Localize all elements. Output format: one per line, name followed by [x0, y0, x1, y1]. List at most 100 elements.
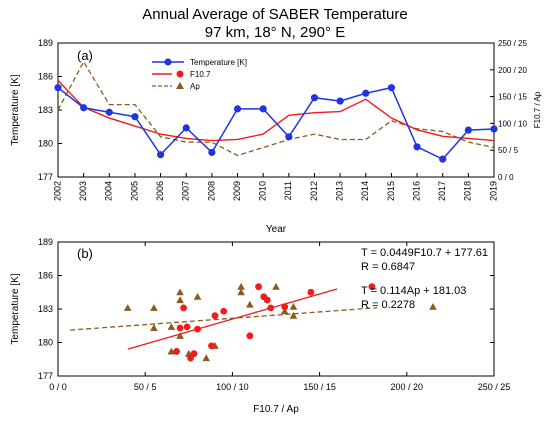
f107-scatter-point: [176, 324, 184, 332]
annotation-f107-r: R = 0.6847: [361, 261, 415, 273]
figure-title-line1: Annual Average of SABER Temperature: [142, 6, 407, 23]
panel-a-y2tick-label: 100 / 10: [498, 119, 527, 128]
panel-a-xtick-label: 2007: [181, 181, 191, 201]
panel-b-ytick-label: 180: [38, 338, 53, 348]
f107-scatter-point: [281, 303, 289, 311]
panel-b-frame: [57, 241, 495, 377]
f107-scatter-point: [220, 307, 228, 315]
series-temperature-line: [57, 86, 495, 161]
temperature-point: [80, 104, 88, 112]
legend-f107-marker: [176, 70, 184, 78]
ap-scatter-point: [167, 347, 176, 355]
temperature-point: [413, 143, 421, 151]
ap-scatter-point: [237, 288, 245, 296]
panel-a-xtick-label: 2004: [104, 181, 114, 201]
ap-scatter-point: [429, 302, 437, 310]
panel-a-xtick-label: 2019: [488, 181, 498, 201]
temperature-point: [131, 113, 139, 121]
f107-fit-line: [127, 288, 338, 350]
f107-scatter-point: [368, 283, 376, 291]
panel-a-y2tick-label: 250 / 25: [498, 39, 527, 48]
ap-scatter-point: [176, 332, 184, 339]
annotation-f107-equation: T = 0.0449F10.7 + 177.61: [361, 247, 488, 259]
ap-scatter-point: [202, 354, 211, 362]
panel-b-xtick-label: 100 / 10: [216, 382, 249, 392]
panel-b-ytick-label: 177: [38, 371, 53, 381]
temperature-point: [54, 84, 62, 92]
panel-a-xtick-label: 2015: [386, 181, 396, 201]
panel-a-xtick-label: 2010: [258, 181, 268, 201]
panel-a-xtick-label: 2005: [129, 181, 139, 201]
panel-a-xtick-label: 2009: [232, 181, 242, 201]
panel-a-ytick-label: 177: [38, 172, 53, 182]
panel-b-xlabel: F10.7 / Ap: [253, 404, 299, 415]
panel-b-ylabel: Temperature [K]: [10, 273, 21, 344]
f107-scatter-point: [246, 332, 254, 340]
ap-fit-line: [70, 307, 378, 331]
temperature-point: [233, 105, 242, 113]
temperature-point: [208, 148, 216, 157]
panel-a-xtick-label: 2016: [411, 181, 421, 201]
temperature-point: [464, 126, 472, 134]
f107-scatter-point: [180, 304, 187, 312]
panel-a-ytick-label: 186: [38, 72, 53, 82]
panel-a-chart: (a) Year Temperature [K] F10.7 / Ap 2002…: [10, 38, 542, 235]
panel-b-xtick-label: 200 / 20: [391, 382, 424, 392]
temperature-point: [336, 97, 344, 105]
panel-a-xtick-label: 2018: [463, 181, 473, 201]
ap-scatter-point: [280, 307, 289, 315]
f107-scatter-point: [255, 283, 262, 291]
ap-scatter-point: [289, 311, 298, 319]
legend-ap-marker: [176, 82, 184, 89]
panel-a-ylabel-right: F10.7 / Ap: [533, 91, 542, 128]
panel-a-xtick-label: 2012: [309, 181, 319, 201]
series-ap-line: [57, 60, 495, 157]
panel-a-ylabel: Temperature [K]: [10, 74, 21, 145]
ap-scatter-point: [246, 300, 254, 308]
panel-a-ytick-label: 180: [38, 139, 53, 149]
temperature-point: [156, 151, 165, 159]
series-f107-line: [57, 80, 495, 142]
panel-a-xtick-label: 2013: [334, 181, 344, 201]
panel-a-xtick-label: 2014: [360, 181, 370, 201]
figure-title-line2: 97 km, 18° N, 290° E: [205, 24, 345, 41]
panel-b-label: (b): [77, 246, 93, 261]
panel-b-ytick-label: 189: [38, 237, 53, 247]
panel-a-legend: Temperature [K] F10.7 Ap: [152, 58, 247, 91]
panel-a-y2tick-label: 0 / 0: [498, 173, 514, 182]
panel-a-xtick-label: 2002: [52, 181, 62, 201]
annotation-ap-r: R = 0.2278: [361, 299, 415, 311]
panel-b-xtick-label: 250 / 25: [478, 382, 511, 392]
panel-b-xtick-label: 0 / 0: [49, 382, 67, 392]
legend-temperature-marker: [164, 58, 172, 66]
f107-scatter-point: [307, 288, 315, 296]
legend-f107-text: F10.7: [190, 70, 211, 79]
panel-a-xtick-label: 2011: [283, 181, 293, 200]
panel-b-xtick-label: 150 / 15: [303, 382, 336, 392]
temperature-point: [387, 84, 396, 92]
temperature-point: [285, 133, 293, 141]
panel-a-ytick-label: 183: [38, 105, 53, 115]
annotation-ap-equation: T = 0.114Ap + 181.03: [361, 285, 466, 297]
ap-scatter-point: [167, 323, 176, 330]
temperature-point: [310, 94, 319, 102]
f107-scatter-point: [267, 304, 275, 312]
temperature-point: [259, 105, 267, 113]
ap-scatter-point: [123, 304, 132, 311]
panel-b-chart: (b) F10.7 / Ap Temperature [K] 0 / 0 50 /…: [10, 237, 510, 415]
f107-scatter-point: [194, 325, 201, 333]
ap-scatter-point: [272, 282, 280, 290]
f107-scatter-point: [183, 323, 191, 331]
f107-scatter-point: [173, 348, 180, 355]
ap-scatter-point: [176, 296, 184, 304]
panel-a-frame: [57, 42, 495, 178]
panel-a-xtick-label: 2008: [206, 181, 216, 201]
panel-a-xtick-label: 2017: [437, 181, 447, 201]
ap-scatter-point: [193, 292, 202, 300]
panel-a-xtick-label: 2003: [78, 181, 88, 201]
temperature-point: [182, 124, 190, 132]
panel-a-ytick-label: 189: [38, 38, 53, 48]
temperature-point: [105, 108, 113, 116]
legend-ap-text: Ap: [190, 82, 200, 91]
